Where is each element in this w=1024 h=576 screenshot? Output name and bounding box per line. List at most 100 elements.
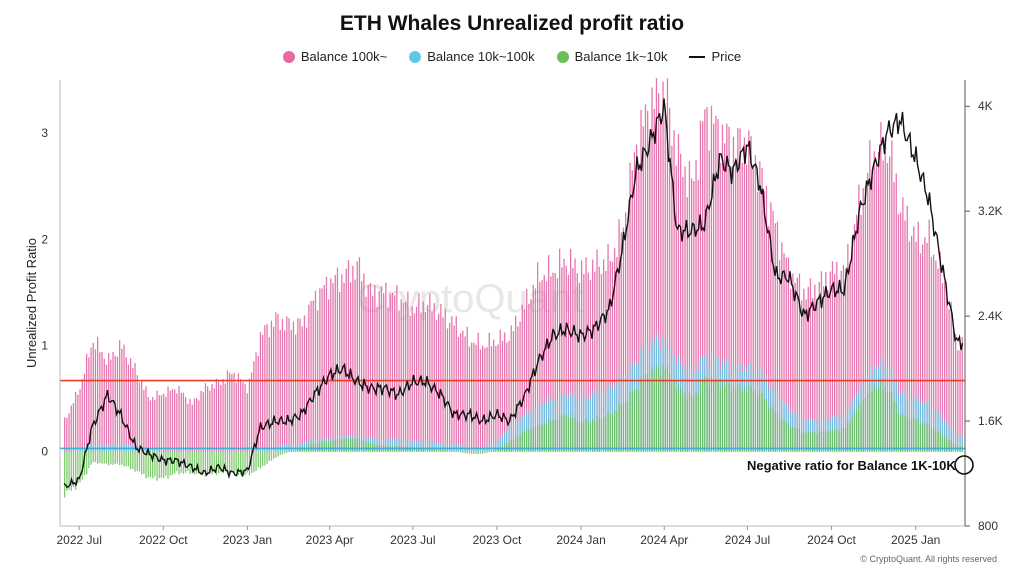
bar-balance-100k- (803, 288, 805, 452)
right-axis-ticks: 800 1.6K 2.4K 3.2K 4K (965, 99, 1003, 533)
bar-balance-100k- (688, 161, 691, 452)
bar-balance-100k- (204, 383, 207, 452)
bar-balance-100k- (416, 306, 418, 452)
bar-balance-1k-10k (176, 451, 178, 472)
bar-balance-1k-10k (889, 392, 891, 452)
bar-balance-100k- (759, 161, 761, 452)
bar-balance-1k-10k (242, 451, 244, 475)
bar-balance-10k-100k (495, 442, 497, 452)
bar-balance-1k-10k (829, 430, 831, 452)
bar-balance-100k- (787, 257, 790, 452)
bar-balance-1k-10k (783, 420, 785, 452)
bar-balance-100k- (633, 152, 636, 452)
bar-balance-100k- (110, 359, 112, 452)
bar-balance-100k- (332, 283, 334, 452)
bar-balance-1k-10k (233, 451, 235, 474)
bar-balance-100k- (380, 286, 383, 452)
bar-balance-1k-10k (878, 386, 880, 452)
bar-balance-1k-10k (779, 420, 781, 452)
x-tick-label: 2024 Jul (725, 533, 770, 547)
bar-balance-10k-100k (959, 436, 961, 452)
bar-balance-1k-10k (563, 414, 565, 452)
bar-balance-100k- (402, 302, 405, 452)
bar-balance-100k- (842, 265, 845, 452)
legend-item-balance-10k-100k[interactable]: Balance 10k~100k (409, 49, 535, 64)
bar-balance-1k-10k (669, 373, 671, 452)
legend-item-price[interactable]: Price (689, 49, 741, 64)
bar-balance-1k-10k (262, 451, 264, 467)
bar-balance-10k-100k (383, 438, 385, 452)
bar-balance-1k-10k (462, 451, 464, 453)
bar-balance-10k-100k (504, 431, 506, 452)
bar-balance-10k-100k (154, 449, 156, 452)
bar-balance-1k-10k (633, 389, 636, 452)
bar-balance-100k- (235, 382, 237, 452)
bar-balance-1k-10k (64, 451, 66, 498)
y-tick-label: 1 (41, 338, 48, 352)
bar-balance-100k- (917, 221, 919, 452)
bar-balance-10k-100k (123, 443, 125, 452)
bar-balance-1k-10k (629, 391, 631, 452)
bar-balance-100k- (138, 382, 141, 452)
bar-balance-1k-10k (226, 451, 229, 475)
bar-balance-1k-10k (213, 451, 215, 473)
bar-balance-1k-10k (477, 451, 479, 454)
bar-balance-100k- (482, 345, 484, 452)
bar-balance-1k-10k (880, 381, 882, 452)
bar-balance-1k-10k (559, 414, 561, 452)
legend-item-balance-1k-10k[interactable]: Balance 1k~10k (556, 49, 667, 64)
bar-balance-1k-10k (314, 442, 317, 452)
bar-balance-100k- (405, 301, 407, 452)
legend-swatch-green (556, 50, 569, 63)
bar-balance-100k- (829, 271, 831, 452)
annotation-circle (954, 455, 974, 475)
bar-balance-100k- (185, 397, 187, 452)
bar-balance-1k-10k (350, 439, 352, 452)
bar-balance-100k- (495, 345, 497, 452)
bar-balance-100k- (735, 157, 737, 452)
bar-balance-1k-10k (752, 392, 754, 452)
x-tick-label: 2023 Oct (473, 533, 522, 547)
bar-balance-100k- (343, 282, 345, 452)
bar-balance-100k- (871, 176, 873, 452)
bar-balance-100k- (937, 268, 939, 452)
bar-balance-10k-100k (438, 442, 440, 452)
bar-balance-1k-10k (224, 451, 226, 472)
bar-balance-1k-10k (831, 429, 834, 452)
bar-balance-1k-10k (466, 451, 468, 454)
bar-balance-100k- (539, 282, 541, 452)
bar-balance-100k- (717, 119, 719, 452)
bar-balance-100k- (123, 344, 125, 452)
bar-balance-100k- (864, 185, 867, 452)
legend-item-balance-100k[interactable]: Balance 100k~ (282, 49, 387, 64)
bar-balance-100k- (435, 320, 438, 452)
bar-balance-1k-10k (620, 405, 622, 452)
bar-balance-1k-10k (842, 427, 845, 452)
bar-balance-100k- (519, 321, 521, 452)
bar-balance-1k-10k (279, 451, 281, 456)
bar-balance-100k- (790, 289, 792, 452)
bar-balance-1k-10k (642, 380, 644, 452)
bar-balance-100k- (807, 286, 809, 452)
bar-balance-1k-10k (721, 381, 724, 452)
bar-balance-100k- (488, 332, 490, 452)
bar-balance-100k- (449, 322, 451, 452)
bar-balance-1k-10k (257, 451, 259, 468)
bar-balance-1k-10k (108, 451, 110, 466)
bar-balance-100k- (433, 303, 435, 452)
bar-balance-100k- (658, 93, 660, 452)
bar-balance-100k- (72, 403, 75, 452)
bar-balance-100k- (673, 130, 675, 452)
bar-balance-100k- (768, 226, 770, 452)
bar-balance-1k-10k (215, 451, 218, 476)
bar-balance-1k-10k (97, 451, 99, 465)
bar-balance-100k- (422, 301, 424, 452)
bar-balance-1k-10k (834, 430, 836, 452)
bar-balance-1k-10k (264, 451, 266, 466)
bar-balance-100k- (180, 392, 182, 452)
bar-balance-1k-10k (127, 451, 130, 467)
bar-balance-1k-10k (198, 451, 200, 473)
bar-balance-100k- (702, 121, 704, 452)
bar-balance-1k-10k (585, 419, 587, 452)
